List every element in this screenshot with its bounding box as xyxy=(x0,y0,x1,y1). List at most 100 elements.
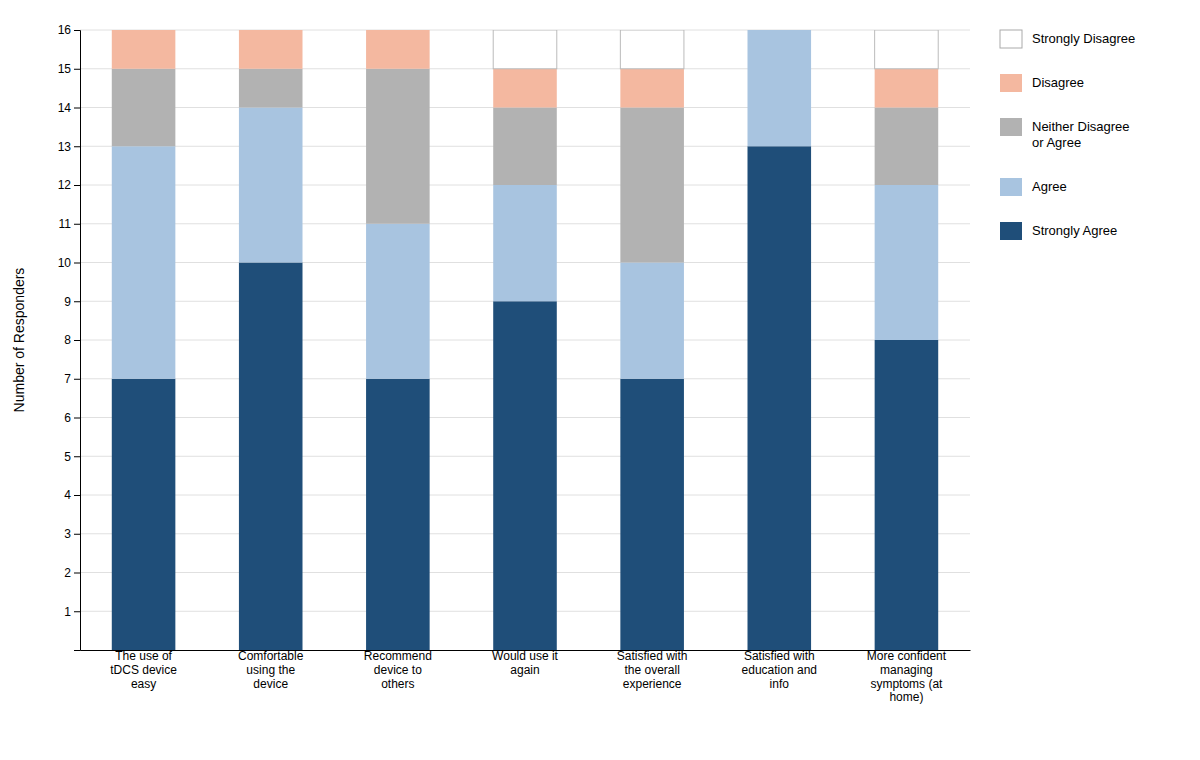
bars xyxy=(112,30,938,650)
text-line: Satisfied with xyxy=(617,649,688,663)
y-tick: 9 xyxy=(64,295,80,309)
x-tick: Comfortableusing thedevice xyxy=(238,649,304,691)
text-line: device to xyxy=(374,663,422,677)
text-line: experience xyxy=(623,677,682,691)
y-tick-mark xyxy=(74,263,80,264)
bar xyxy=(493,108,557,186)
text-line: using the xyxy=(246,663,295,677)
bar xyxy=(493,69,557,108)
y-tick: 2 xyxy=(64,566,80,580)
x-tick: Satisfied witheducation andinfo xyxy=(742,649,817,691)
legend-swatch xyxy=(1000,74,1022,92)
legend: Strongly Disagree Disagree Neither Disagre… xyxy=(1000,30,1135,240)
x-tick: The use oftDCS deviceeasy xyxy=(110,649,177,691)
x-tick-label: Satisfied witheducation andinfo xyxy=(742,649,817,691)
y-axis-title: Number of Responders xyxy=(11,268,27,413)
y-tick-label: 14 xyxy=(58,101,72,115)
y-axis: 12345678910111213141516 xyxy=(58,23,81,650)
y-tick-label: 7 xyxy=(64,372,71,386)
bar xyxy=(493,185,557,301)
y-tick-mark xyxy=(74,573,80,574)
x-tick-label: The use oftDCS deviceeasy xyxy=(110,649,177,691)
bar xyxy=(366,30,430,69)
y-tick: 7 xyxy=(64,372,80,386)
x-tick: Would use itagain xyxy=(492,649,558,677)
y-tick-mark xyxy=(74,611,80,612)
bar xyxy=(112,146,176,379)
bar xyxy=(239,108,303,263)
y-tick-label: 8 xyxy=(64,333,71,347)
y-tick: 6 xyxy=(64,411,80,425)
bar xyxy=(112,30,176,69)
y-tick: 12 xyxy=(58,178,80,192)
bar xyxy=(748,30,812,146)
bar xyxy=(366,30,430,31)
bar xyxy=(620,263,684,379)
text-line: home) xyxy=(889,690,923,704)
y-tick-label: 2 xyxy=(64,566,71,580)
y-tick-label: 12 xyxy=(58,178,72,192)
y-tick-label: 11 xyxy=(59,217,72,231)
text-line: again xyxy=(510,663,539,677)
bar xyxy=(875,340,939,650)
text-line: The use of xyxy=(115,649,172,663)
bar xyxy=(875,108,939,186)
y-tick-label: 10 xyxy=(58,256,72,270)
text-line: Strongly Disagree xyxy=(1032,31,1135,46)
y-tick: 3 xyxy=(64,527,80,541)
legend-label: Disagree xyxy=(1032,75,1084,90)
legend-swatch xyxy=(1000,178,1022,196)
x-tick: More confidentmanagingsymptoms (athome) xyxy=(867,649,947,704)
y-tick-mark xyxy=(74,495,80,496)
y-tick-mark xyxy=(74,534,80,535)
text-line: or Agree xyxy=(1032,135,1081,150)
y-tick-mark xyxy=(74,146,80,147)
legend-label: Agree xyxy=(1032,179,1067,194)
x-axis: The use oftDCS deviceeasy Comfortableusin… xyxy=(81,649,971,704)
y-tick-label: 3 xyxy=(64,527,71,541)
bar xyxy=(239,30,303,69)
text-line: tDCS device xyxy=(110,663,177,677)
y-tick-label: 9 xyxy=(64,295,71,309)
bar xyxy=(239,69,303,108)
bar xyxy=(620,379,684,650)
legend-item: Strongly Disagree xyxy=(1000,30,1135,48)
bar xyxy=(620,69,684,108)
text-line: easy xyxy=(131,677,156,691)
bar xyxy=(366,69,430,224)
bar xyxy=(112,379,176,650)
bar xyxy=(239,30,303,31)
y-tick: 13 xyxy=(58,140,80,154)
bar xyxy=(748,30,812,31)
bar xyxy=(620,30,684,69)
y-tick: 14 xyxy=(58,101,80,115)
legend-swatch xyxy=(1000,222,1022,240)
y-tick-label: 4 xyxy=(64,488,71,502)
text-line: Disagree xyxy=(1032,75,1084,90)
bar xyxy=(239,263,303,651)
x-tick: Satisfied withthe overallexperience xyxy=(617,649,688,691)
y-tick-mark xyxy=(74,30,80,31)
y-tick: 8 xyxy=(64,333,80,347)
y-tick-label: 6 xyxy=(64,411,71,425)
bar xyxy=(875,30,939,69)
y-tick-mark xyxy=(74,379,80,380)
series xyxy=(112,30,938,108)
text-line: Recommend xyxy=(364,649,432,663)
legend-item: Neither Disagreeor Agree xyxy=(1000,118,1130,150)
y-tick-mark xyxy=(74,224,80,225)
y-tick-mark xyxy=(74,301,80,302)
y-axis-line xyxy=(74,31,81,651)
text-line: device xyxy=(253,677,288,691)
text-line: others xyxy=(381,677,414,691)
legend-item: Strongly Agree xyxy=(1000,222,1117,240)
legend-item: Agree xyxy=(1000,178,1067,196)
y-tick: 10 xyxy=(58,256,80,270)
legend-swatch xyxy=(1000,30,1022,48)
bar xyxy=(493,30,557,69)
text-line: Neither Disagree xyxy=(1032,119,1130,134)
legend-label: Strongly Agree xyxy=(1032,223,1117,238)
x-tick-label: Comfortableusing thedevice xyxy=(238,649,304,691)
text-line: Strongly Agree xyxy=(1032,223,1117,238)
series xyxy=(493,30,938,69)
